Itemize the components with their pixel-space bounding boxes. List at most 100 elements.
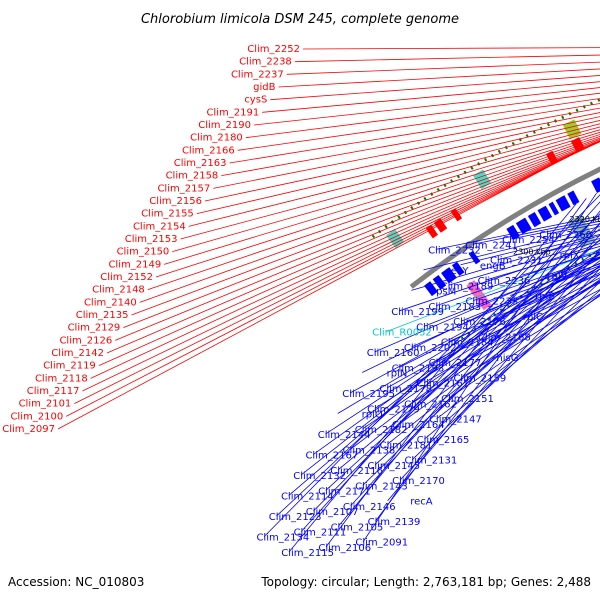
- right-gene-label: Clim_2254: [502, 235, 555, 246]
- right-gene-label: hisG: [496, 353, 518, 364]
- left-leader-line: [196, 120, 600, 215]
- right-leader-line: [411, 235, 600, 291]
- left-gene-label: Clim_2158: [166, 171, 219, 182]
- left-gene-label: Clim_2153: [125, 234, 178, 245]
- right-leader-line: [423, 226, 600, 271]
- right-gene-label: Clim_2260: [539, 230, 592, 241]
- right-gene-label: Clim_2231: [490, 256, 543, 267]
- left-gene-label: Clim_2163: [174, 158, 227, 169]
- right-gene-label: Clim_2123: [269, 512, 322, 523]
- right-gene-label: Clim_2139: [368, 517, 421, 528]
- left-gene-label: Clim_2238: [239, 57, 292, 68]
- right-gene-label: Clim_2105: [331, 522, 384, 533]
- right-leader-line: [374, 253, 600, 353]
- right-gene-label: Clim_2107: [306, 507, 359, 518]
- left-gene-label: Clim_2149: [108, 259, 161, 270]
- right-leader-line: [387, 249, 600, 501]
- left-gene-label: Clim_2142: [51, 348, 104, 359]
- left-leader-line: [65, 142, 596, 417]
- right-leader-line: [288, 203, 577, 553]
- right-gene-label: Clim_2164: [392, 420, 445, 431]
- left-gene-label: cysS: [244, 95, 267, 106]
- right-gene-label: Clim_2171: [318, 487, 371, 498]
- left-leader-line: [221, 107, 600, 177]
- right-leader-line: [337, 251, 600, 471]
- right-gene-label: Clim_2106: [318, 543, 371, 554]
- right-leader-line: [374, 265, 600, 466]
- left-leader-line: [164, 131, 600, 265]
- minus-strand-gene: [451, 261, 465, 276]
- left-gene-label: Clim_2190: [198, 120, 251, 131]
- right-leader-line: [398, 242, 600, 312]
- right-leader-line: [338, 210, 600, 527]
- right-gene-label: Clim_2176: [453, 317, 506, 328]
- minus-strand-gene: [506, 224, 520, 241]
- right-gene-label: Clim_R0052: [372, 328, 432, 339]
- right-leader-line: [350, 260, 600, 450]
- left-gene-label: Clim_2157: [157, 183, 210, 194]
- left-leader-line: [213, 112, 600, 189]
- right-leader-line: [263, 194, 600, 537]
- left-gene-label: Clim_2152: [100, 272, 153, 283]
- right-gene-label: Clim_2091: [355, 538, 408, 549]
- left-leader-line: [262, 81, 600, 113]
- left-gene-label: Clim_2154: [133, 221, 186, 232]
- right-gene-label: Clim_2131: [404, 456, 457, 467]
- right-leader-line: [362, 192, 597, 542]
- right-gene-label: Clim_2182: [355, 425, 408, 436]
- left-leader-line: [82, 140, 600, 392]
- right-leader-line: [362, 252, 600, 486]
- left-leader-line: [172, 129, 600, 253]
- minus-strand-gene: [555, 195, 571, 212]
- left-leader-line: [286, 61, 600, 75]
- left-gene-label: Clim_2156: [149, 196, 202, 207]
- left-gene-label: Clim_2135: [76, 310, 129, 321]
- left-leader-line: [147, 135, 600, 291]
- right-leader-line: [337, 257, 600, 414]
- gene-labels: Clim_2252Clim_2238Clim_2237gidBcysSClim_…: [2, 44, 592, 559]
- right-leader-line: [386, 249, 600, 332]
- minus-strand-gene: [548, 201, 560, 216]
- left-leader-line: [57, 152, 575, 430]
- right-leader-line: [349, 258, 600, 394]
- minus-strand-gene: [567, 190, 580, 206]
- left-gene-label: Clim_2252: [247, 44, 300, 55]
- left-gene-label: Clim_2150: [117, 247, 170, 258]
- left-gene-label: Clim_2119: [43, 361, 96, 372]
- left-leader-line: [123, 139, 600, 329]
- left-gene-label: Clim_2155: [141, 209, 194, 220]
- map-title: Chlorobium limicola DSM 245, complete ge…: [141, 12, 459, 27]
- right-gene-label: Clim_2202: [404, 343, 457, 354]
- right-leader-line: [325, 239, 600, 491]
- right-gene-label: Clim_2143: [355, 481, 408, 492]
- left-gene-label: Clim_2166: [182, 145, 235, 156]
- minus-strand-gene: [537, 205, 553, 222]
- right-gene-label: Clim_2194: [416, 322, 469, 333]
- right-leader-line: [436, 294, 600, 419]
- right-gene-label: rplV: [547, 271, 567, 282]
- right-leader-line: [276, 213, 600, 517]
- genome-rings: [371, 97, 600, 345]
- right-gene-label: Clim_2199: [391, 307, 444, 318]
- right-leader-line: [497, 273, 600, 317]
- right-gene-label: Clim_2184: [441, 338, 494, 349]
- right-gene-label: rplX: [560, 251, 580, 262]
- right-gene-label: Clim_2145: [367, 461, 420, 472]
- right-leader-line: [411, 262, 600, 348]
- accession-text: Accession: NC_010803: [8, 575, 144, 589]
- left-gene-label: Clim_2140: [84, 297, 137, 308]
- left-gene-label: Clim_2126: [59, 335, 112, 346]
- right-gene-label: engB: [480, 261, 506, 272]
- minus-strand-gene: [515, 217, 532, 235]
- right-gene-label: Clim_2168: [478, 333, 531, 344]
- annotation-block: [562, 119, 582, 140]
- right-gene-label: rplC: [523, 312, 543, 323]
- right-leader-line: [448, 240, 600, 286]
- right-leader-line: [374, 268, 600, 409]
- right-leader-line: [300, 239, 600, 476]
- right-gene-label: Clim_2151: [441, 394, 494, 405]
- right-leader-line: [411, 281, 600, 404]
- left-leader-line: [204, 116, 600, 202]
